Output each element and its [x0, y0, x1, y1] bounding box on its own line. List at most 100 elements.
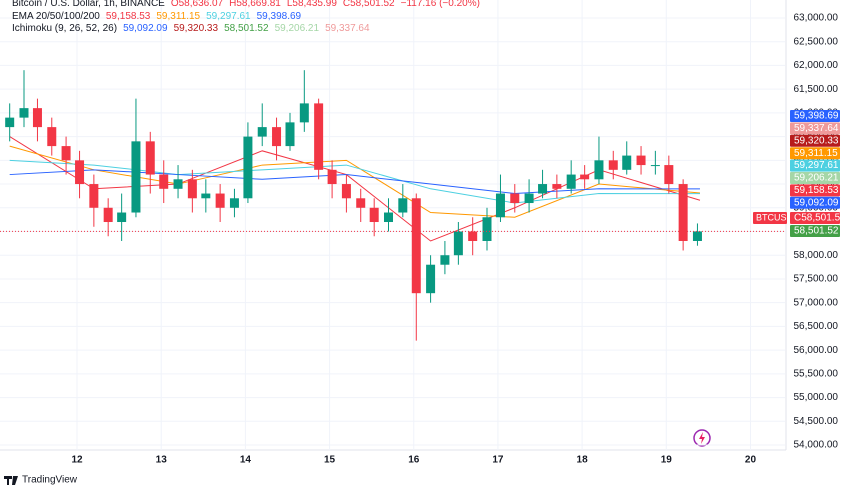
price-tag — [790, 159, 840, 172]
logo — [4, 476, 18, 485]
price-tag-label: 59,092.09 — [794, 197, 839, 208]
indicator-legend: EMA 20/50/100/200 59,158.53 59,311.15 59,29… — [12, 11, 302, 22]
price-tag — [790, 122, 840, 135]
indicator-value: 59,311.15 — [156, 11, 200, 22]
price-tag-label: 59,206.21 — [794, 173, 839, 184]
x-tick-label: 19 — [661, 455, 673, 466]
candle-body — [594, 160, 604, 180]
candle-body — [538, 184, 548, 194]
price-tag — [790, 225, 840, 237]
candle-body — [131, 141, 141, 213]
candle-body — [608, 160, 618, 170]
y-tick-label: 55,000.00 — [794, 392, 839, 403]
y-tick-label: 57,000.00 — [794, 297, 839, 308]
indicator-value: 59,092.09 — [123, 23, 168, 34]
indicator-value: 59,158.53 — [106, 11, 151, 22]
indicator-value: 59,297.61 — [206, 11, 251, 22]
candle-body — [580, 174, 590, 180]
candle-body — [47, 127, 57, 147]
candle-body — [215, 193, 225, 208]
candle-body — [61, 146, 71, 161]
candle-body — [285, 122, 295, 147]
price-tag-label: 59,311.15 — [794, 148, 838, 159]
candle-body — [411, 198, 421, 294]
candle-body — [398, 198, 408, 213]
candle-body — [299, 103, 309, 123]
candle-body — [5, 117, 15, 128]
indicator-value: 59,206.21 — [275, 23, 320, 34]
candle-body — [159, 174, 169, 189]
x-tick-label: 12 — [71, 455, 83, 466]
indicator-value: 59,337.64 — [325, 23, 370, 34]
candle-body — [369, 207, 379, 223]
indicator-value: 59,320.33 — [174, 23, 219, 34]
ohlc-value: C58,501.52 — [343, 0, 395, 9]
ema-line — [9, 159, 700, 204]
y-tick-label: 62,000.00 — [794, 60, 839, 71]
candle-body — [32, 108, 42, 128]
watermark: TradingView — [22, 475, 78, 485]
price-tag-label: C58,501.52 — [794, 213, 846, 224]
logo-mark — [4, 476, 18, 485]
candle-body — [440, 255, 450, 265]
y-tick-label: 58,000.00 — [794, 250, 839, 261]
x-tick-label: 15 — [324, 455, 336, 466]
symbol-tag — [753, 212, 787, 224]
candle-body — [117, 212, 127, 223]
candle-body — [201, 193, 211, 199]
indicator-value: 59,398.69 — [257, 11, 302, 22]
candle-body — [664, 165, 674, 185]
candle-body — [622, 155, 632, 170]
price-tag-label: 59,398.69 — [794, 111, 839, 122]
price-tag-label: 59,158.53 — [794, 185, 839, 196]
candle-body — [327, 169, 337, 185]
alert-icon[interactable] — [693, 429, 711, 447]
indicator-legend: Ichimoku (9, 26, 52, 26) 59,092.09 59,320.… — [12, 23, 370, 34]
candle-body — [145, 141, 155, 175]
candle-body — [650, 165, 660, 167]
price-tag — [790, 110, 840, 122]
y-tick-label: 56,500.00 — [794, 321, 839, 332]
candle-body — [524, 193, 534, 204]
candle-body — [552, 184, 562, 189]
candle-body — [426, 264, 436, 294]
candle-body — [103, 207, 113, 223]
y-tick-label: 62,500.00 — [794, 36, 839, 47]
y-tick-label: 57,500.00 — [794, 274, 839, 285]
ema-line — [9, 145, 701, 218]
y-tick-label: 55,500.00 — [794, 368, 839, 379]
candle-body — [243, 136, 253, 199]
candle-body — [384, 212, 394, 223]
header-line: Bitcoin / U.S. Dollar, 1h, BINANCE O58,63… — [12, 0, 480, 9]
candle-body — [173, 179, 183, 189]
candle-body — [19, 108, 29, 118]
price-tag — [790, 184, 840, 197]
candle-body — [89, 184, 99, 208]
candle-body — [257, 127, 267, 137]
indicator-value: 58,501.52 — [224, 23, 269, 34]
icon-ring — [693, 429, 711, 447]
symbol-name: Bitcoin / U.S. Dollar, 1h, BINANCE — [12, 0, 165, 9]
candle-body — [482, 217, 492, 241]
candle-body — [510, 193, 520, 204]
icon-bolt — [699, 432, 705, 444]
x-tick-label: 18 — [577, 455, 589, 466]
y-tick-label: 54,000.00 — [794, 440, 839, 451]
price-tag — [790, 172, 840, 184]
x-tick-label: 13 — [156, 455, 168, 466]
price-tag-label: 58,501.52 — [794, 226, 839, 237]
x-tick-label: 17 — [492, 455, 504, 466]
ohlc-value: H58,669.81 — [229, 0, 281, 9]
price-tag-label: 59,297.61 — [794, 160, 839, 171]
candle-body — [229, 198, 239, 208]
candle-body — [566, 174, 576, 189]
candle-body — [495, 193, 505, 218]
candle-body — [692, 231, 702, 241]
candle-body — [678, 184, 688, 241]
candle-body — [453, 231, 463, 256]
x-tick-label: 20 — [745, 455, 757, 466]
price-tag — [790, 147, 840, 160]
symbol-tag-label: BTCUSD — [756, 212, 794, 222]
